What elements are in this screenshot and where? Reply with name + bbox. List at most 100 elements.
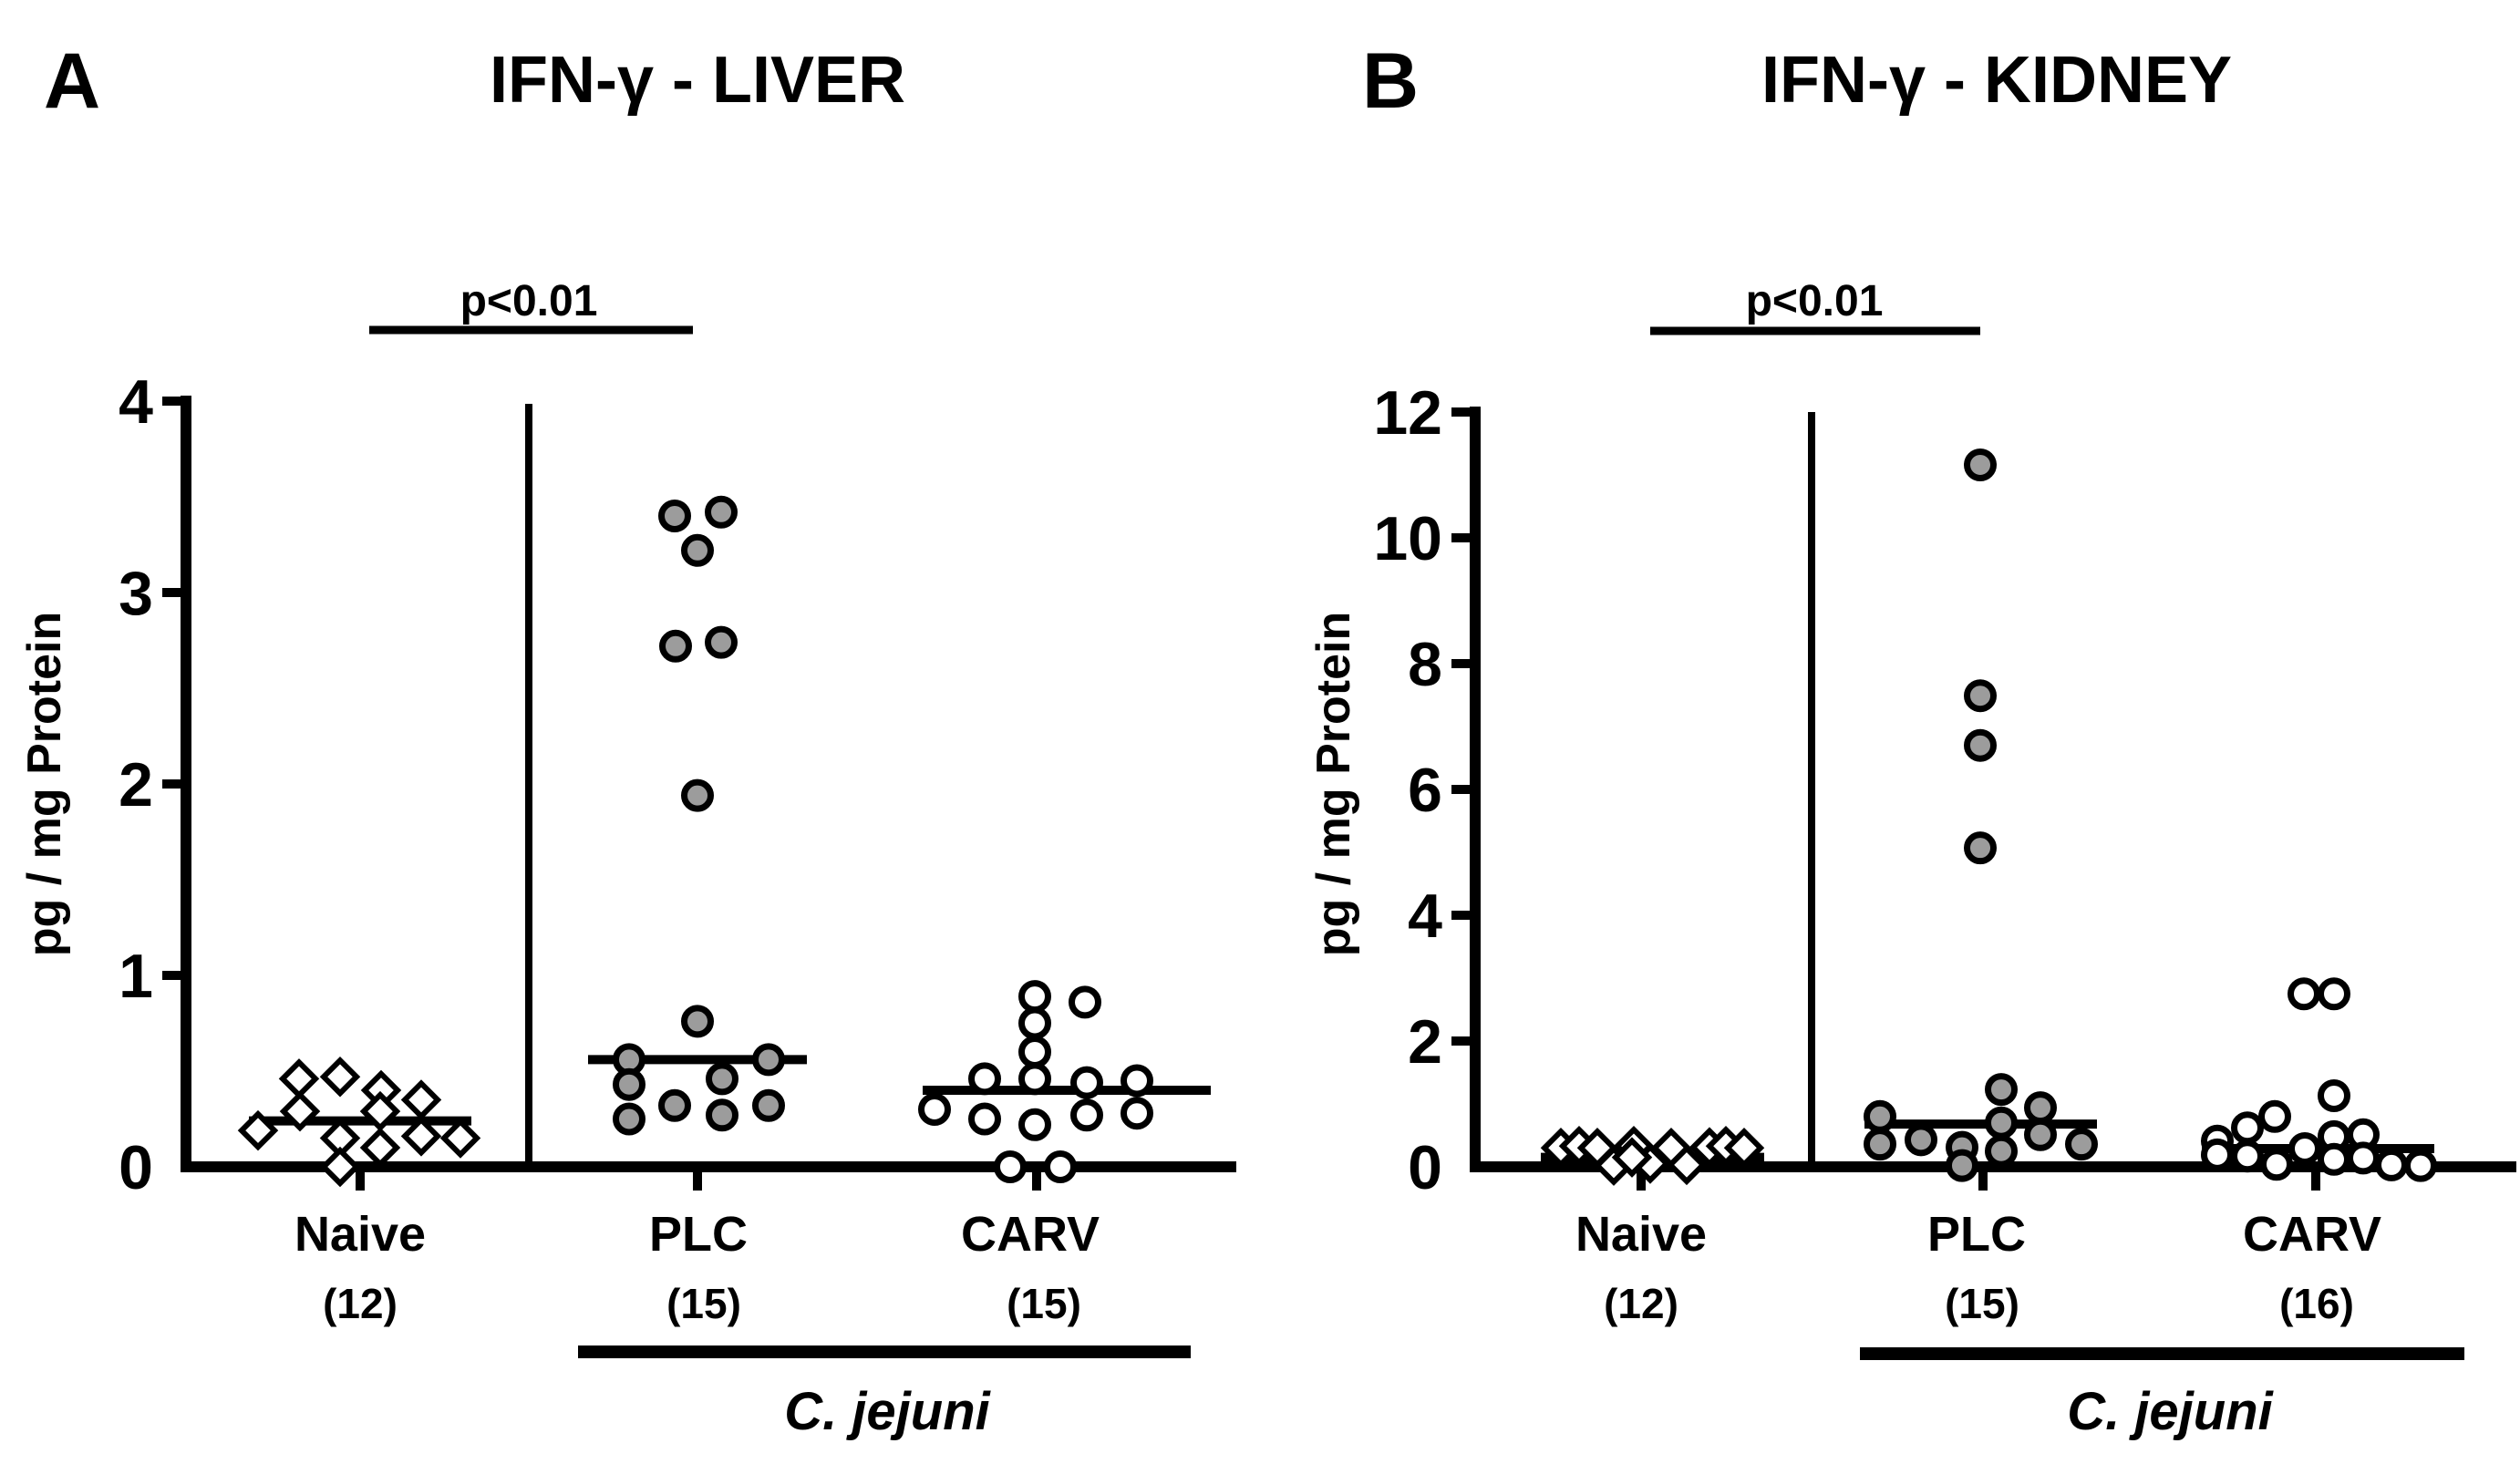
panel-b-plc-point: [1946, 1149, 1978, 1182]
panel-a-naive-point: [279, 1090, 321, 1132]
panel-a-naive-point: [439, 1118, 481, 1159]
panel-a-points: [237, 495, 1211, 1188]
panel-a-plc-point: [752, 1088, 785, 1122]
panel-a-count-naive: (12): [323, 1280, 398, 1327]
panel-a-naive-point: [359, 1127, 401, 1169]
panel-b-carv-point: [2288, 1131, 2321, 1165]
panel-a-plc-point: [659, 629, 692, 663]
panel-b-group-label-carv: CARV: [2243, 1207, 2381, 1262]
panel-a-y-axis-label: pg / mg Protein: [18, 612, 71, 956]
panel-b-y-axis-label: pg / mg Protein: [1307, 612, 1360, 956]
panel-a-y-tick-label: 4: [119, 367, 153, 437]
panel-a-plc-point: [681, 778, 714, 812]
panel-b-carv-point: [2288, 977, 2320, 1011]
panel-a-carv-point: [1121, 1097, 1153, 1130]
panel-b-naive-point: [1611, 1137, 1653, 1178]
panel-a-plc-point: [613, 1102, 645, 1136]
panel-b-axes: 0 2 4 6 8 10 12: [1373, 378, 2516, 1202]
panel-b-carv-point: [2318, 1142, 2350, 1176]
panel-b-plc-point: [2024, 1091, 2057, 1125]
panel-b-title: IFN-γ - KIDNEY: [1761, 44, 2232, 117]
panel-b-naive-point: [1723, 1128, 1765, 1169]
panel-a-plc-point: [705, 495, 738, 529]
panel-a-carv-point: [1070, 1066, 1103, 1099]
panel-a-carv-point: [994, 1150, 1027, 1183]
panel-b-plc-point: [2065, 1128, 2098, 1161]
panel-a-label: A: [44, 37, 100, 125]
panel-b-bracket-label: C. jejuni: [2067, 1382, 2274, 1441]
panel-b-carv-point: [2231, 1139, 2264, 1173]
panel-a-carv-point: [968, 1062, 1001, 1096]
panel-a-significance-label: p<0.01: [460, 277, 598, 325]
panel-b-carv-point: [2260, 1148, 2293, 1181]
panel-b-points: [1540, 448, 2437, 1186]
panel-a-plc-point: [705, 625, 738, 659]
panel-a-y-tick-label: 1: [119, 942, 153, 1011]
panel-a-plc-point: [681, 533, 714, 567]
panel-a-naive-point: [400, 1079, 442, 1120]
panel-b-y-tick-label: 4: [1408, 881, 1442, 951]
panel-b-carv-point: [2318, 977, 2350, 1011]
panel-b-plc-point: [1864, 1128, 1896, 1161]
panel-a-carv-point: [1018, 1108, 1051, 1141]
panel-a-naive-point: [237, 1109, 279, 1151]
panel-b-y-tick-label: 10: [1373, 504, 1442, 573]
panel-a-carv-point: [1018, 1006, 1051, 1040]
panel-b-y-tick-label: 12: [1373, 378, 1442, 448]
panel-a-y-tick-label: 2: [119, 750, 153, 820]
panel-b-group-label-plc: PLC: [1927, 1207, 2026, 1262]
panel-b-plc-point: [1985, 1106, 2018, 1139]
panel-b-count-carv: (16): [2279, 1280, 2354, 1327]
panel-b-plc-point: [1964, 448, 1997, 481]
panel-a-carv-point: [1018, 1062, 1051, 1096]
panel-b-count-naive: (12): [1604, 1280, 1678, 1327]
panel-a-carv-point: [968, 1102, 1001, 1136]
panel-a-plc-point: [613, 1067, 645, 1101]
panel-b-y-tick-label: 8: [1408, 630, 1442, 699]
panel-b-group-label-naive: Naive: [1575, 1207, 1707, 1262]
panel-b-carv-point: [2318, 1079, 2350, 1113]
panel-b-plc-point: [1985, 1134, 2018, 1168]
panel-a-carv-point: [1070, 1098, 1103, 1132]
panel-b-carv-point: [2258, 1099, 2291, 1133]
panel-a-plc-point: [706, 1062, 738, 1096]
panel-b-plc-point: [2024, 1118, 2057, 1151]
panel-a-group-label-plc: PLC: [649, 1207, 748, 1262]
panel-a-title: IFN-γ - LIVER: [490, 44, 905, 117]
panel-a-count-plc: (15): [666, 1280, 741, 1327]
panel-a-carv-point: [918, 1093, 951, 1126]
panel-a-carv-point: [1018, 980, 1051, 1014]
panel-b-plc-point: [1864, 1099, 1896, 1133]
panel-a-naive-point: [319, 1146, 361, 1188]
panel-a-y-tick-label: 0: [119, 1133, 153, 1202]
panel-b-carv-point: [2201, 1138, 2234, 1171]
panel-b-y-tick-label: 6: [1408, 756, 1442, 825]
panel-a-plc-point: [658, 500, 691, 532]
panel-a-naive-point: [400, 1116, 442, 1157]
panel-a-group-label-naive: Naive: [294, 1207, 426, 1262]
panel-a-naive-point: [319, 1057, 361, 1098]
panel-a-carv-point: [1069, 985, 1101, 1019]
panel-b-plc-point: [1964, 679, 1997, 713]
panel-a-y-tick-label: 3: [119, 559, 153, 628]
panel-b-carv-point: [2347, 1141, 2380, 1175]
panel-b-plc-point: [1985, 1073, 2018, 1107]
panel-b-y-tick-label: 0: [1408, 1133, 1442, 1202]
panel-b-significance-label: p<0.01: [1746, 277, 1884, 325]
panel-b-carv-point: [2231, 1111, 2264, 1145]
panel-b-plc-point: [1905, 1123, 1937, 1157]
panel-b-carv-point: [2404, 1149, 2437, 1182]
panel-a-carv-point: [1018, 1036, 1051, 1068]
panel-a-plc-point: [681, 1005, 714, 1038]
panel-b-naive-point: [1666, 1144, 1708, 1186]
panel-a-plc-point: [706, 1098, 738, 1132]
panel-a-bracket-label: C. jejuni: [784, 1382, 991, 1441]
panel-b-y-tick-label: 2: [1408, 1007, 1442, 1077]
panel-b-carv-point: [2375, 1148, 2408, 1181]
panel-a-carv-point: [1121, 1064, 1153, 1098]
panel-a-plc-point: [752, 1043, 785, 1077]
panel-b-label: B: [1362, 37, 1419, 125]
panel-b-plc-point: [1964, 728, 1997, 762]
